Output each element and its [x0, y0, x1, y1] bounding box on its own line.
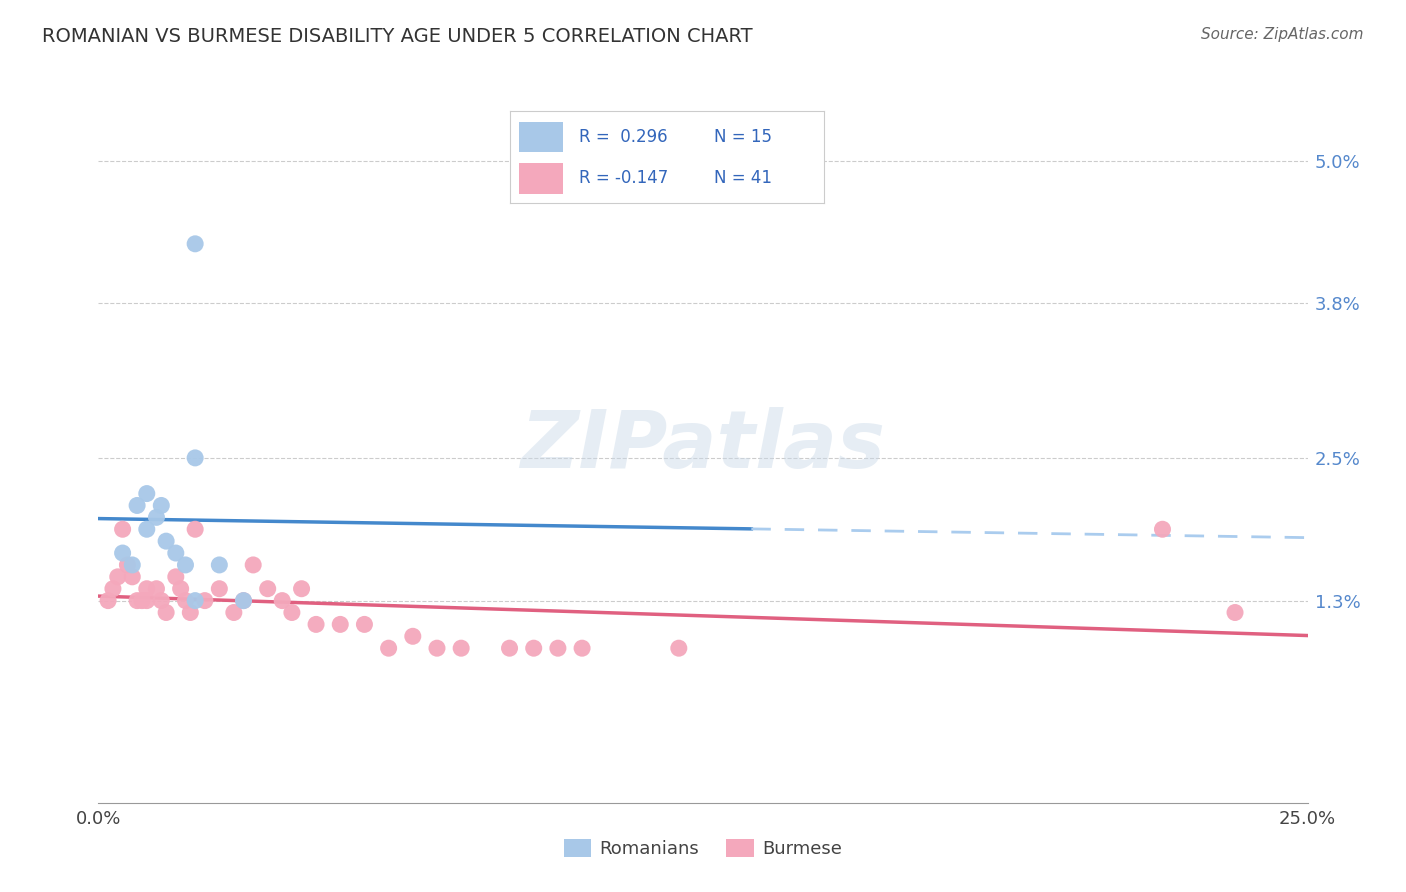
Point	[101, 582, 124, 596]
Point	[402, 629, 425, 643]
Point	[668, 641, 690, 656]
Point	[232, 593, 254, 607]
Point	[184, 593, 207, 607]
Point	[135, 582, 157, 596]
Point	[121, 558, 143, 572]
Point	[222, 606, 245, 620]
Point	[165, 570, 187, 584]
Point	[111, 546, 134, 560]
Point	[150, 499, 173, 513]
Point	[194, 593, 217, 607]
Point	[353, 617, 375, 632]
Point	[145, 510, 167, 524]
Point	[184, 450, 207, 465]
Point	[523, 641, 546, 656]
Point	[1152, 522, 1174, 536]
Point	[290, 582, 312, 596]
Point	[232, 593, 254, 607]
Text: ROMANIAN VS BURMESE DISABILITY AGE UNDER 5 CORRELATION CHART: ROMANIAN VS BURMESE DISABILITY AGE UNDER…	[42, 27, 752, 45]
Point	[155, 606, 177, 620]
Point	[208, 582, 231, 596]
Point	[121, 570, 143, 584]
Point	[117, 558, 139, 572]
Point	[179, 606, 201, 620]
Point	[281, 606, 304, 620]
Point	[571, 641, 593, 656]
Point	[145, 582, 167, 596]
Point	[305, 617, 328, 632]
Legend: Romanians, Burmese: Romanians, Burmese	[557, 831, 849, 865]
Point	[184, 236, 207, 251]
Point	[256, 582, 278, 596]
Point	[174, 593, 197, 607]
Point	[547, 641, 569, 656]
Point	[127, 593, 149, 607]
Point	[127, 499, 149, 513]
Point	[155, 534, 177, 549]
Point	[426, 641, 449, 656]
Point	[135, 593, 157, 607]
Point	[377, 641, 399, 656]
Point	[111, 522, 134, 536]
Text: Source: ZipAtlas.com: Source: ZipAtlas.com	[1201, 27, 1364, 42]
Point	[329, 617, 352, 632]
Point	[165, 546, 187, 560]
Point	[97, 593, 120, 607]
Point	[450, 641, 472, 656]
Point	[208, 558, 231, 572]
Point	[135, 522, 157, 536]
Point	[169, 582, 191, 596]
Point	[184, 522, 207, 536]
Point	[242, 558, 264, 572]
Point	[174, 558, 197, 572]
Point	[131, 593, 153, 607]
Point	[107, 570, 129, 584]
Point	[498, 641, 520, 656]
Point	[150, 593, 173, 607]
Point	[271, 593, 294, 607]
Point	[1223, 606, 1246, 620]
Text: ZIPatlas: ZIPatlas	[520, 407, 886, 485]
Point	[135, 486, 157, 500]
